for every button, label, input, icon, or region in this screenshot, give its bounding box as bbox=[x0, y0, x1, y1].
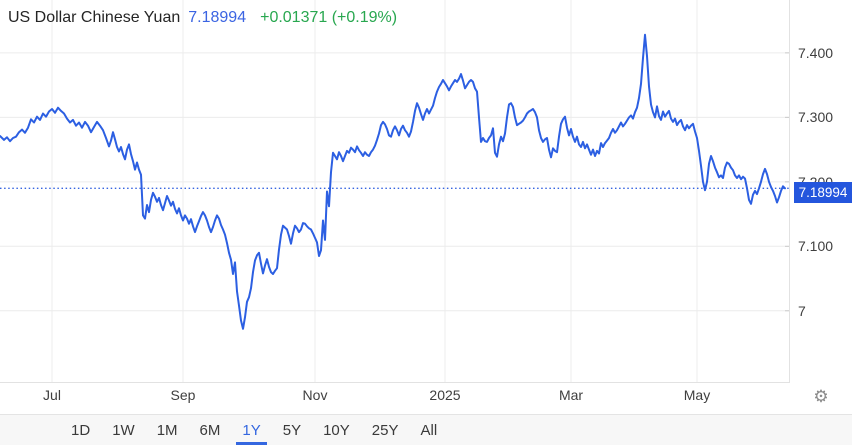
y-axis-label: 7 bbox=[798, 302, 806, 319]
range-tab-10y[interactable]: 10Y bbox=[323, 421, 350, 439]
y-axis-label: 7.400 bbox=[798, 44, 834, 61]
price-series-line bbox=[0, 33, 786, 330]
range-tab-6m[interactable]: 6M bbox=[199, 421, 221, 439]
current-price-badge: 7.18994 bbox=[794, 182, 852, 204]
range-tab-25y[interactable]: 25Y bbox=[371, 421, 399, 439]
y-axis-label: 7.300 bbox=[798, 109, 834, 126]
range-tab-1d[interactable]: 1D bbox=[71, 421, 91, 439]
x-axis-label: Sep bbox=[170, 387, 196, 403]
x-axis-label: Nov bbox=[302, 387, 328, 403]
chart-header: US Dollar Chinese Yuan 7.18994 +0.01371 … bbox=[8, 9, 397, 27]
instrument-name: US Dollar Chinese Yuan bbox=[8, 9, 181, 26]
x-axis-label: Mar bbox=[558, 387, 584, 403]
x-axis-label: Jul bbox=[43, 387, 61, 403]
range-tab-all[interactable]: All bbox=[420, 421, 438, 439]
range-tab-1w[interactable]: 1W bbox=[112, 421, 135, 439]
x-axis-label: 2025 bbox=[429, 387, 461, 403]
last-price: 7.18994 bbox=[188, 9, 247, 26]
range-tab-5y[interactable]: 5Y bbox=[282, 421, 302, 439]
range-toolbar: 1D 1W 1M 6M 1Y 5Y 10Y 25Y All bbox=[0, 414, 852, 445]
range-tab-1m[interactable]: 1M bbox=[156, 421, 178, 439]
price-change: +0.01371 (+0.19%) bbox=[260, 9, 398, 26]
x-axis-label: May bbox=[683, 387, 711, 403]
range-tab-1y[interactable]: 1Y bbox=[231, 415, 271, 445]
y-axis-label: 7.100 bbox=[798, 238, 834, 255]
gear-icon[interactable]: ⚙ bbox=[813, 387, 829, 406]
plot-area[interactable] bbox=[0, 0, 790, 383]
price-line-chart[interactable] bbox=[0, 0, 790, 383]
